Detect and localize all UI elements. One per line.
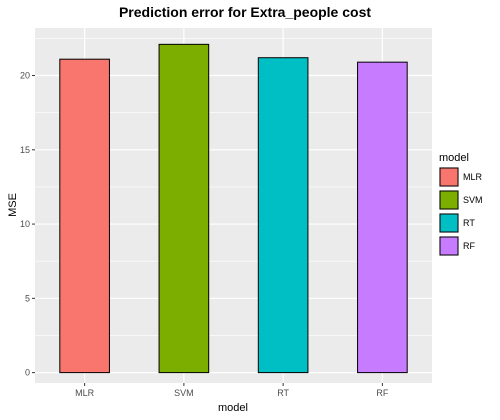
x-axis-title: model	[218, 402, 248, 414]
legend-swatch-rt	[439, 213, 459, 233]
legend-label: MLR	[463, 172, 483, 182]
y-tick-label: 0	[25, 368, 30, 378]
legend-label: RF	[463, 241, 475, 251]
x-tick-label: MLR	[75, 388, 95, 398]
y-tick-label: 15	[20, 145, 30, 155]
legend-items: MLR SVM RT RF	[439, 167, 483, 256]
y-tick-label: 5	[25, 293, 30, 303]
y-axis-title: MSE	[7, 193, 19, 217]
legend-label: RT	[463, 218, 475, 228]
legend-swatch-rf	[439, 236, 459, 256]
x-tick-label: SVM	[174, 388, 194, 398]
bar-rt	[257, 57, 309, 374]
bar-svm	[158, 43, 210, 374]
bar-rf	[357, 61, 408, 374]
chart-title: Prediction error for Extra_people cost	[119, 4, 371, 20]
bars	[59, 43, 408, 374]
x-tick-label: RF	[376, 388, 388, 398]
legend: model MLR SVM RT RF	[439, 152, 483, 256]
legend-swatch-svm	[439, 190, 459, 210]
legend-title: model	[439, 152, 469, 164]
x-tick-label: RT	[277, 388, 289, 398]
y-tick-label: 20	[20, 71, 30, 81]
y-tick-label: 10	[20, 219, 30, 229]
legend-label: SVM	[463, 195, 483, 205]
legend-swatch-mlr	[439, 167, 459, 187]
y-axis-ticks: 0 5 10 15 20	[20, 71, 35, 378]
x-axis-ticks: MLR SVM RT RF	[75, 383, 389, 398]
bar-mlr	[59, 58, 110, 374]
